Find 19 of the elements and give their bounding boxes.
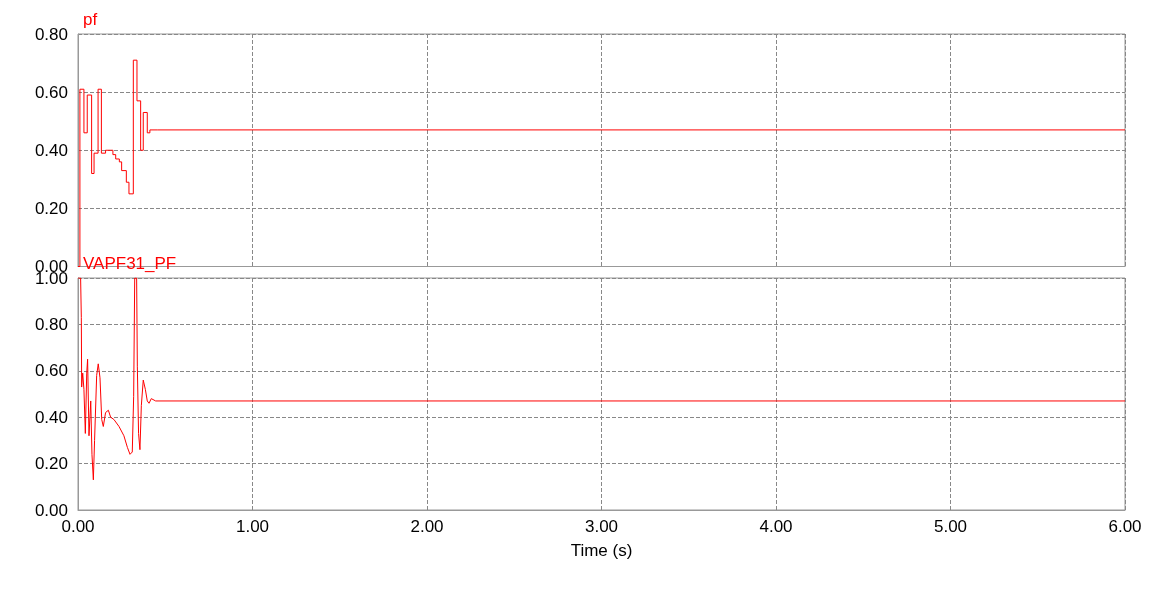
chart-title: pf [83,10,98,29]
y-tick-label: 0.60 [34,361,68,381]
x-axis-title: Time (s) [570,541,633,560]
chart-title: VAPF31_PF [83,254,177,273]
y-tick-label: 0.60 [34,82,68,102]
y-tick-label: 0.20 [34,454,68,474]
x-tick-label: 5.00 [933,517,968,536]
x-tick-label: 0.00 [61,517,95,536]
x-tick-label: 4.00 [759,517,793,536]
x-tick-label: 1.00 [235,517,270,536]
y-tick-label: 0.20 [34,198,68,218]
y-tick-label: 0.80 [34,24,68,44]
x-tick-label: 3.00 [584,517,619,536]
x-tick-label: 6.00 [1108,517,1142,536]
y-tick-label: 0.40 [34,140,68,160]
y-tick-label: 0.80 [34,314,68,334]
y-tick-label: 0.40 [34,407,68,427]
y-tick-label: 0.00 [34,500,68,520]
x-tick-label: 2.00 [410,517,444,536]
